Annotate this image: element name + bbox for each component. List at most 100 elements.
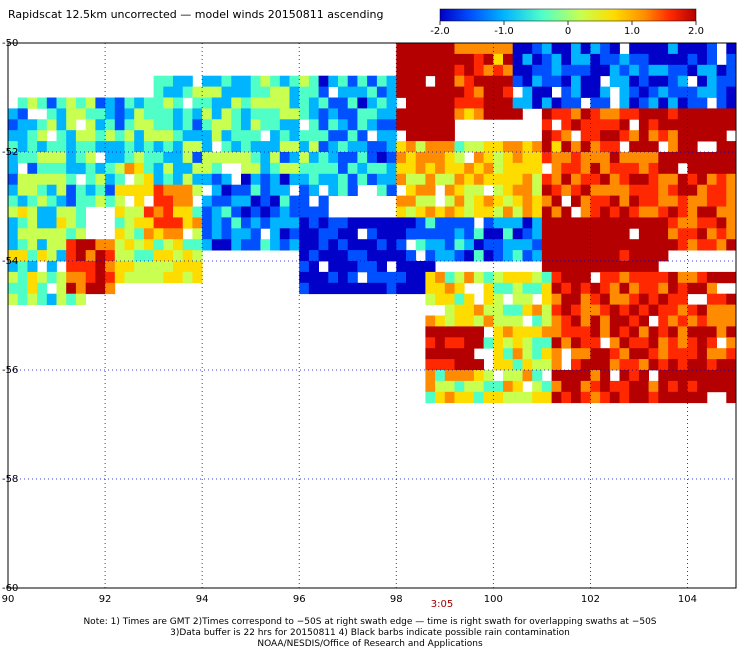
heatmap-cell — [153, 206, 164, 218]
heatmap-cell — [338, 228, 349, 240]
heatmap-cell — [376, 282, 387, 295]
heatmap-cell — [609, 75, 620, 87]
heatmap-cell — [299, 206, 310, 218]
heatmap-cell — [716, 195, 727, 207]
heatmap-cell — [134, 141, 145, 153]
heatmap-cell — [512, 326, 523, 338]
heatmap-cell — [580, 282, 591, 295]
colorbar-tick-label: 2.0 — [688, 26, 704, 37]
heatmap-cell — [66, 108, 77, 120]
heatmap-cell — [590, 217, 601, 229]
heatmap-cell — [619, 348, 630, 360]
heatmap-cell — [114, 261, 125, 273]
heatmap-cell — [697, 326, 708, 338]
heatmap-cell — [163, 228, 174, 240]
heatmap-cell — [454, 337, 465, 349]
heatmap-cell — [308, 206, 319, 218]
heatmap-cell — [308, 217, 319, 229]
heatmap-cell — [503, 326, 514, 338]
heatmap-cell — [473, 359, 484, 371]
heatmap-cell — [8, 217, 19, 229]
heatmap-cell — [532, 348, 543, 360]
heatmap-cell — [444, 348, 455, 360]
heatmap-cell — [590, 206, 601, 218]
heatmap-cell — [444, 43, 455, 55]
heatmap-cell — [638, 326, 649, 338]
heatmap-cell — [318, 173, 329, 186]
heatmap-cell — [367, 119, 378, 131]
heatmap-cell — [444, 75, 455, 87]
heatmap-cell — [580, 359, 591, 371]
heatmap-cell — [668, 206, 679, 218]
heatmap-cell — [687, 86, 698, 98]
heatmap-cell — [464, 141, 475, 153]
heatmap-cell — [648, 64, 659, 77]
heatmap-cell — [716, 380, 727, 393]
heatmap-cell — [503, 239, 514, 251]
heatmap-cell — [318, 97, 329, 109]
heatmap-cell — [143, 97, 154, 109]
heatmap-cell — [648, 217, 659, 229]
heatmap-cell — [493, 184, 504, 196]
heatmap-cell — [697, 173, 708, 186]
heatmap-cell — [56, 282, 67, 295]
heatmap-cell — [629, 130, 640, 142]
heatmap-cell — [522, 370, 533, 382]
heatmap-cell — [473, 43, 484, 55]
heatmap-cell — [299, 173, 310, 186]
heatmap-cell — [396, 43, 407, 55]
heatmap-cell — [415, 206, 426, 218]
heatmap-cell — [221, 195, 232, 207]
heatmap-cell — [600, 108, 611, 120]
heatmap-cell — [270, 119, 281, 131]
heatmap-cell — [687, 217, 698, 229]
heatmap-cell — [444, 315, 455, 327]
heatmap-cell — [347, 162, 358, 175]
heatmap-cell — [211, 206, 222, 218]
heatmap-cell — [493, 282, 504, 295]
heatmap-cell — [56, 119, 67, 131]
heatmap-cell — [687, 326, 698, 338]
heatmap-cell — [580, 217, 591, 229]
heatmap-cell — [357, 239, 368, 251]
heatmap-cell — [182, 184, 193, 196]
heatmap-cell — [328, 108, 339, 120]
heatmap-cell — [153, 271, 164, 284]
heatmap-cell — [173, 217, 184, 229]
heatmap-cell — [697, 370, 708, 382]
heatmap-cell — [192, 261, 203, 273]
heatmap-cell — [66, 97, 77, 109]
heatmap-cell — [347, 282, 358, 295]
heatmap-cell — [444, 184, 455, 196]
heatmap-cell — [619, 315, 630, 327]
heatmap-cell — [658, 75, 669, 87]
heatmap-cell — [464, 348, 475, 360]
heatmap-cell — [638, 162, 649, 175]
heatmap-cell — [580, 184, 591, 196]
heatmap-cell — [192, 119, 203, 131]
heatmap-cell — [124, 130, 135, 142]
heatmap-cell — [143, 228, 154, 240]
heatmap-cell — [522, 239, 533, 251]
heatmap-cell — [231, 141, 242, 153]
heatmap-cell — [493, 162, 504, 175]
heatmap-cell — [600, 293, 611, 305]
heatmap-cell — [396, 195, 407, 207]
heatmap-cell — [706, 282, 717, 295]
heatmap-cell — [512, 359, 523, 371]
heatmap-cell — [668, 162, 679, 175]
heatmap-cell — [706, 271, 717, 284]
heatmap-cell — [289, 206, 300, 218]
heatmap-cell — [173, 228, 184, 240]
heatmap-cell — [668, 64, 679, 77]
heatmap-cell — [609, 271, 620, 284]
heatmap-cell — [638, 141, 649, 153]
heatmap-cell — [241, 75, 252, 87]
heatmap-cell — [134, 217, 145, 229]
heatmap-cell — [250, 75, 261, 87]
heatmap-cell — [551, 184, 562, 196]
heatmap-cell — [37, 173, 48, 186]
heatmap-cell — [619, 195, 630, 207]
heatmap-cell — [406, 282, 417, 295]
heatmap-cell — [638, 53, 649, 66]
